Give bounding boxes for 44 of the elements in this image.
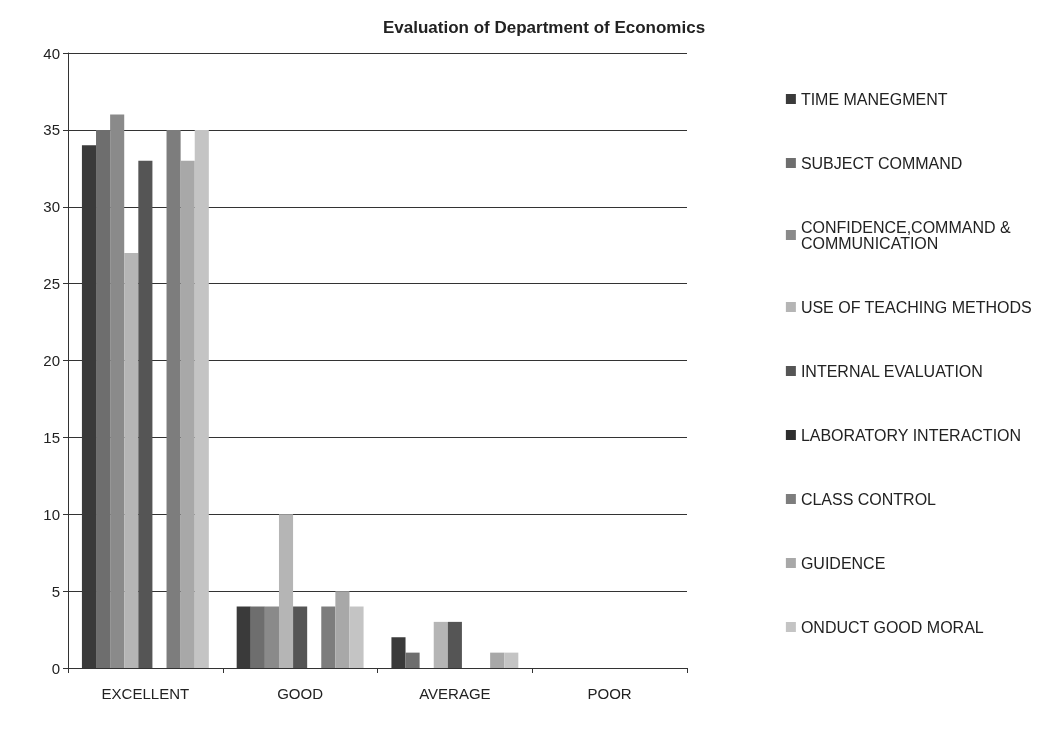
bar [349,606,364,668]
bar [96,129,111,668]
bar [166,129,181,668]
bar [278,514,294,668]
bar [490,652,505,668]
y-tick-label: 5 [51,582,60,600]
bar [321,606,336,668]
legend-label: ONDUCT GOOD MORAL [800,618,984,636]
chart-title: Evaluation of Department of Economics [383,18,706,37]
x-tick-label: POOR [587,685,632,702]
y-tick-label: 40 [43,44,60,62]
legend-label: SUBJECT COMMAND [800,154,963,172]
x-tick-label: GOOD [277,685,324,702]
bar [194,129,209,668]
legend-label: USE OF TEACHING METHODS [800,298,1032,316]
legend-label: CONFIDENCE,COMMAND & COMMUNICATION [800,218,1016,252]
legend-label: GUIDENCE [800,554,886,572]
legend-label: LABORATORY INTERACTION [800,426,1022,444]
legend-label: TIME MANEGMENT [800,90,948,108]
bar [391,637,406,668]
bar [110,114,125,668]
bar [405,652,420,668]
y-tick-label: 10 [43,505,60,523]
bar [335,591,350,668]
bar [124,252,139,668]
y-tick-label: 20 [43,352,60,369]
bar [433,621,448,668]
bar [250,606,265,668]
bar [293,606,308,668]
bar [236,606,251,668]
bar [138,160,153,668]
bar [447,621,462,668]
y-tick-label: 15 [43,428,60,446]
bar [504,652,519,668]
x-tick-label: AVERAGE [419,685,491,702]
x-tick-label: EXCELLENT [101,685,190,702]
y-tick-label: 25 [43,275,60,293]
bar [180,160,195,668]
y-tick-label: 0 [51,659,60,677]
bar [264,606,279,668]
y-tick-label: 35 [43,121,60,139]
y-tick-label: 30 [43,198,60,216]
legend-label: CLASS CONTROL [800,490,937,508]
legend-label: INTERNAL EVALUATION [800,362,983,380]
